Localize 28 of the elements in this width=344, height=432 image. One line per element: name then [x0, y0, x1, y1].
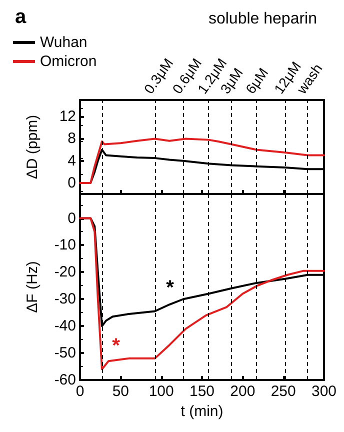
y-tick-label: 0: [68, 210, 76, 227]
x-tick-label: 100: [148, 383, 174, 400]
x-tick-label: 250: [270, 383, 296, 400]
x-tick-label: 200: [230, 383, 256, 400]
annotation: *: [166, 277, 174, 299]
y-tick-label: -30: [54, 290, 76, 308]
y-tick-label: -60: [54, 372, 76, 388]
y-tick-label: 4: [68, 152, 76, 170]
y-tick-label: 0: [68, 174, 76, 192]
chart-title: a: [15, 6, 27, 28]
y-axis-title: ΔF (Hz): [24, 261, 41, 313]
x-axis-title: t (min): [180, 402, 224, 420]
y-tick-label: -10: [54, 236, 76, 254]
y-tick-label: -40: [54, 318, 76, 335]
annotation: *: [112, 335, 120, 357]
y-tick-label: 12: [59, 108, 76, 126]
x-tick-label: 150: [189, 383, 215, 400]
chart-subtitle: soluble heparin: [208, 10, 318, 28]
y-tick-label: -20: [54, 264, 76, 281]
line-series: [79, 138, 325, 184]
x-tick-label: 50: [112, 383, 130, 400]
legend-label: Wuhan: [40, 34, 88, 51]
y-tick-label: -50: [54, 344, 76, 362]
legend-label: Omicron: [40, 53, 97, 70]
line-series: [79, 217, 325, 370]
y-tick-label: 8: [68, 130, 76, 148]
x-tick-label: 300: [311, 383, 337, 400]
y-axis-title: ΔD (ppm): [24, 114, 41, 180]
